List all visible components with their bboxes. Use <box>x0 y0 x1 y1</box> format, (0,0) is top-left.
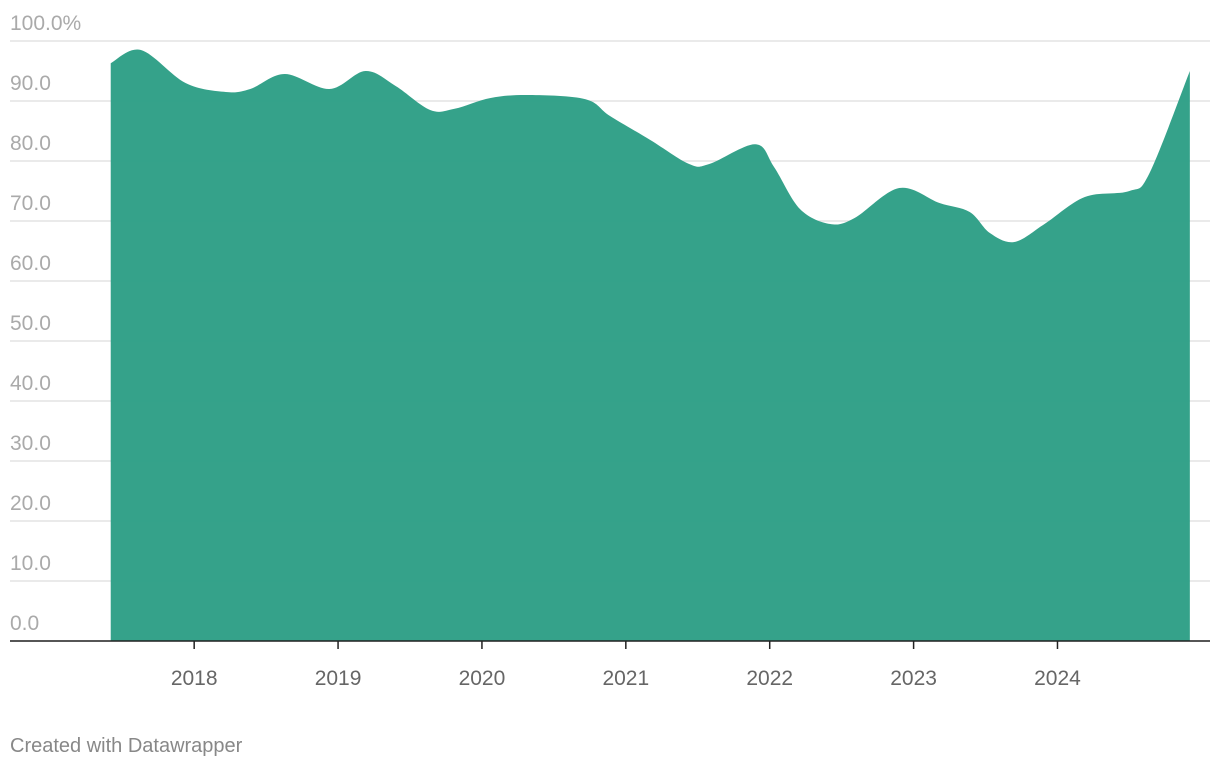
y-tick-label: 30.0 <box>10 432 51 455</box>
x-tick-label: 2024 <box>1034 667 1081 690</box>
y-tick-label: 100.0% <box>10 12 81 35</box>
y-tick-label: 90.0 <box>10 72 51 95</box>
x-tick-label: 2020 <box>459 667 506 690</box>
x-tick-label: 2022 <box>746 667 793 690</box>
y-tick-label: 40.0 <box>10 372 51 395</box>
y-tick-label: 10.0 <box>10 552 51 575</box>
y-tick-label: 60.0 <box>10 252 51 275</box>
y-tick-label: 50.0 <box>10 312 51 335</box>
x-tick-label: 2021 <box>602 667 649 690</box>
y-tick-label: 70.0 <box>10 192 51 215</box>
footer: Created with Datawrapper <box>10 735 243 757</box>
y-tick-label: 20.0 <box>10 492 51 515</box>
x-tick-label: 2023 <box>890 667 937 690</box>
y-tick-label: 0.0 <box>10 612 39 635</box>
y-tick-label: 80.0 <box>10 132 51 155</box>
area <box>110 49 1190 641</box>
x-tick-label: 2019 <box>315 667 362 690</box>
x-tick-label: 2018 <box>171 667 218 690</box>
